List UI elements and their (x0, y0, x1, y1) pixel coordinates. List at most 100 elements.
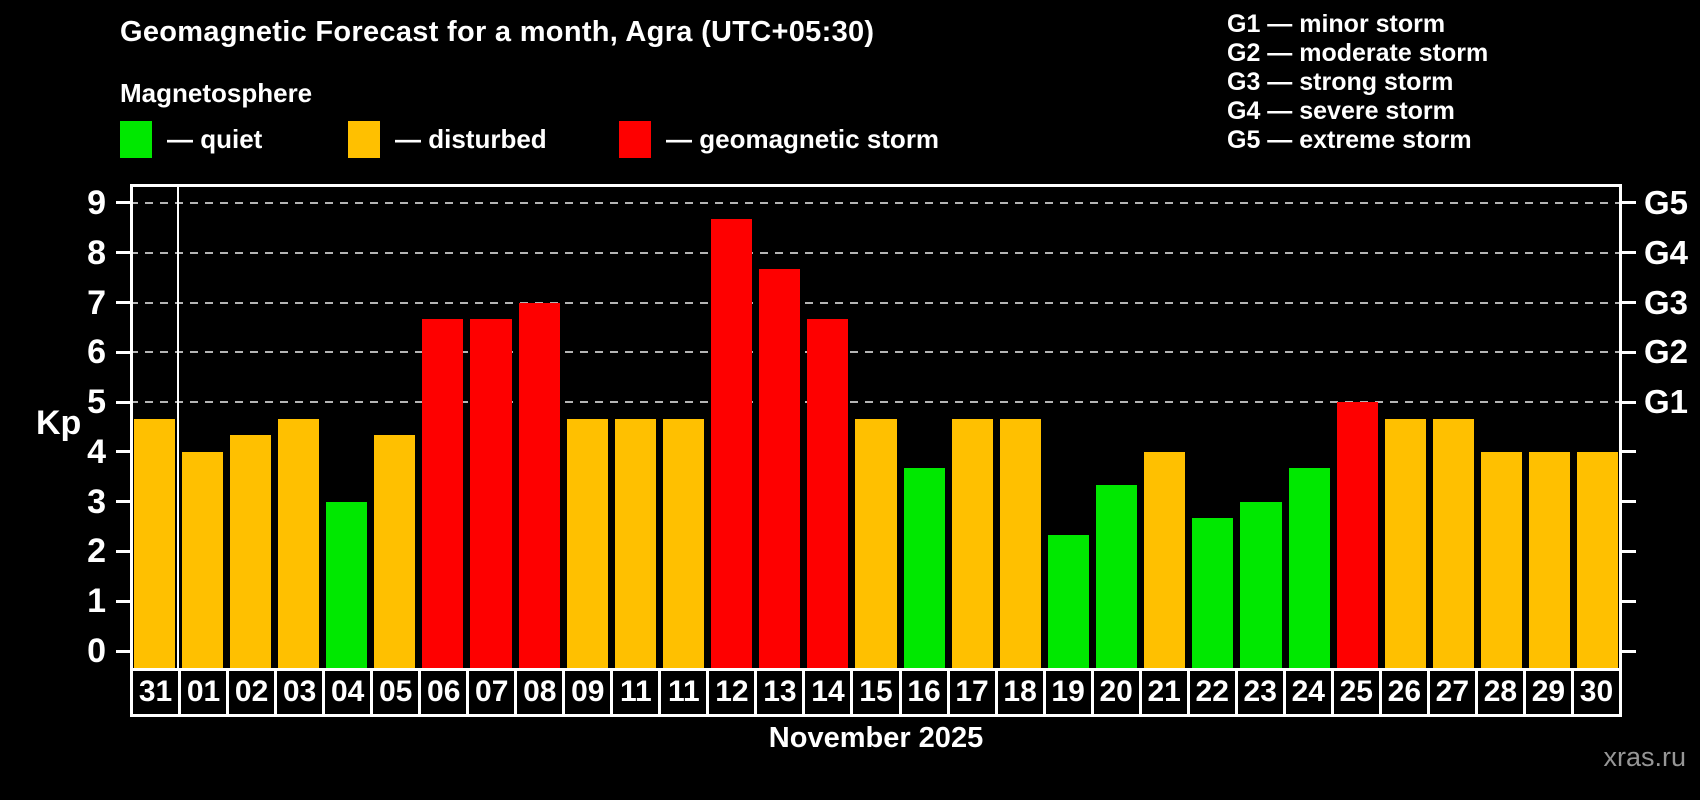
right-tick-5 (1622, 400, 1636, 404)
storm-scale-g1: G1 — minor storm (1227, 10, 1446, 38)
day-cell-24: 24 (1282, 668, 1334, 717)
y-tick-label-9: 9 (87, 183, 106, 222)
gridline-kp7 (130, 301, 1622, 304)
kp-bar-day-09 (566, 418, 608, 668)
day-cell-20: 20 (1090, 668, 1142, 717)
kp-bar-day-25 (1336, 402, 1378, 668)
storm-scale-g3: G3 — strong storm (1227, 68, 1454, 96)
plot-border-top (130, 184, 1622, 187)
plot-border-right (1619, 184, 1622, 668)
kp-bar-day-07 (470, 318, 512, 668)
kp-bar-day-27 (1432, 418, 1475, 668)
disturbed-color-swatch (348, 121, 380, 158)
left-tick-4 (116, 450, 130, 454)
kp-bar-day-17 (951, 418, 993, 668)
left-tick-8 (116, 251, 130, 255)
kp-bar-day-24 (1288, 468, 1330, 668)
kp-bar-day-30 (1577, 451, 1619, 668)
day-cell-19: 19 (1042, 668, 1094, 717)
day-cell-31: 31 (130, 668, 182, 717)
day-cell-14: 14 (802, 668, 854, 717)
right-axis-label-G3: G3 (1644, 283, 1689, 321)
kp-bar-day-28 (1481, 451, 1523, 668)
legend-item-disturbed: — disturbed (348, 121, 547, 158)
kp-bar-day-29 (1529, 451, 1571, 668)
y-tick-label-2: 2 (87, 532, 106, 571)
kp-bar-day-15 (855, 418, 897, 668)
kp-bar-day-20 (1096, 485, 1138, 668)
left-tick-9 (116, 201, 130, 205)
y-tick-label-0: 0 (87, 632, 106, 671)
storm-color-swatch (619, 121, 651, 158)
chart-subtitle: Magnetosphere (120, 78, 313, 108)
day-cell-28: 28 (1474, 668, 1526, 717)
y-tick-label-3: 3 (87, 482, 106, 521)
kp-bar-day-13 (759, 269, 801, 668)
day-cell-06: 06 (418, 668, 470, 717)
kp-bar-day-02 (229, 435, 271, 668)
kp-bar-day-01 (181, 451, 223, 668)
kp-bar-day-11 (662, 418, 705, 668)
kp-bar-day-19 (1047, 535, 1090, 668)
day-cell-04: 04 (322, 668, 374, 717)
day-cell-23: 23 (1234, 668, 1286, 717)
kp-bar-day-21 (1144, 451, 1186, 668)
storm-scale-g4: G4 — severe storm (1227, 97, 1455, 125)
legend-label-quiet: — quiet (167, 124, 263, 154)
day-cell-25: 25 (1330, 668, 1382, 717)
quiet-color-swatch (120, 121, 152, 158)
kp-bar-day-31 (133, 418, 175, 668)
legend-label-storm: — geomagnetic storm (666, 124, 940, 154)
y-tick-label-5: 5 (87, 383, 106, 422)
day-cell-11: 11 (658, 668, 710, 717)
legend-label-disturbed: — disturbed (395, 124, 547, 154)
kp-bar-day-23 (1240, 501, 1282, 668)
day-cell-02: 02 (226, 668, 278, 717)
day-cell-07: 07 (466, 668, 518, 717)
y-tick-label-1: 1 (87, 582, 106, 621)
day-cell-21: 21 (1138, 668, 1190, 717)
storm-scale-legend: G1 — minor storm G2 — moderate storm G3 … (1227, 10, 1488, 155)
day-cell-01: 01 (178, 668, 230, 717)
x-axis-title: November 2025 (768, 722, 984, 754)
day-cell-18: 18 (994, 668, 1046, 717)
day-cell-09: 09 (562, 668, 614, 717)
right-tick-4 (1622, 450, 1636, 454)
day-cell-05: 05 (370, 668, 422, 717)
gridline-kp6 (130, 351, 1622, 354)
gridline-kp5 (130, 401, 1622, 404)
right-tick-1 (1622, 599, 1636, 603)
kp-bar-day-16 (903, 468, 945, 668)
day-cell-30: 30 (1570, 668, 1622, 717)
y-tick-label-6: 6 (87, 333, 106, 372)
gridline-kp9 (130, 201, 1622, 204)
kp-bar-day-04 (326, 501, 368, 668)
watermark: xras.ru (1603, 742, 1686, 772)
kp-bar-day-08 (518, 302, 560, 668)
left-tick-5 (116, 400, 130, 404)
right-tick-8 (1622, 251, 1636, 255)
kp-bar-day-05 (374, 435, 416, 668)
kp-bar-day-03 (277, 418, 319, 668)
right-axis-label-G2: G2 (1644, 333, 1689, 371)
day-cell-16: 16 (898, 668, 950, 717)
month-separator-line (177, 184, 180, 668)
right-tick-2 (1622, 549, 1636, 553)
day-cell-15: 15 (850, 668, 902, 717)
left-tick-3 (116, 500, 130, 504)
day-cell-11: 11 (610, 668, 662, 717)
day-cell-29: 29 (1522, 668, 1574, 717)
left-tick-1 (116, 599, 130, 603)
left-tick-2 (116, 549, 130, 553)
y-tick-label-8: 8 (87, 233, 106, 272)
chart-title: Geomagnetic Forecast for a month, Agra (… (120, 16, 875, 48)
right-axis-label-G5: G5 (1644, 183, 1689, 221)
kp-bar-day-14 (807, 318, 849, 668)
right-axis-label-G1: G1 (1644, 383, 1689, 421)
left-tick-7 (116, 301, 130, 304)
kp-bar-day-11 (614, 418, 656, 668)
plot-border-left (130, 184, 133, 668)
legend-item-storm: — geomagnetic storm (619, 121, 939, 158)
day-cell-08: 08 (514, 668, 566, 717)
